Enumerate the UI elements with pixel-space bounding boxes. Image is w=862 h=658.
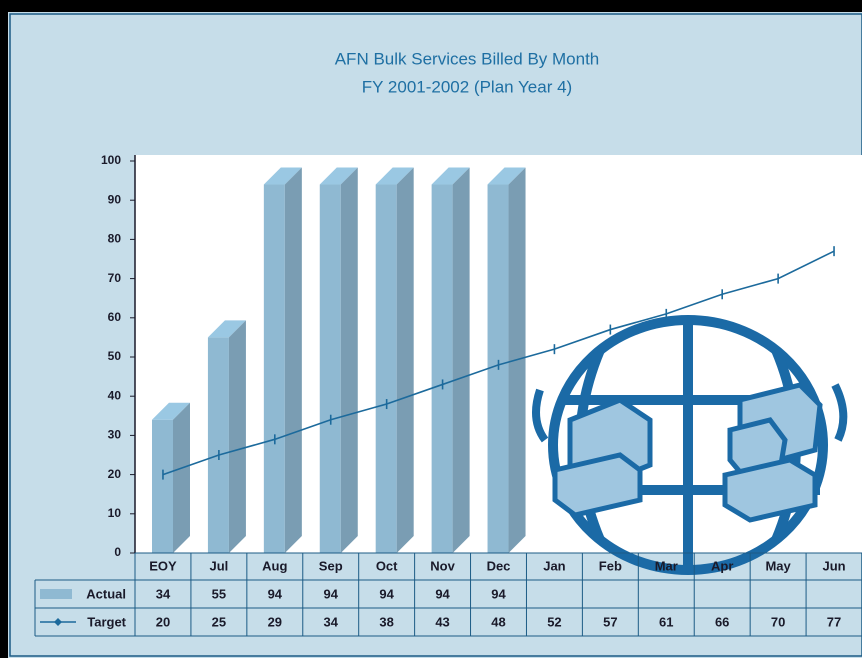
bar-top [263, 167, 302, 185]
axes: 0 10 20 30 40 50 60 70 80 90 100 [101, 153, 136, 559]
table-value: 94 [491, 586, 506, 601]
bar [152, 402, 190, 553]
bar-top [319, 167, 358, 185]
data-table: EOY Jul Aug Sep Oct Nov Dec Jan Feb Mar Apr May Jun A… [34, 552, 862, 637]
table-value: 52 [547, 614, 561, 629]
table-value: 61 [659, 614, 673, 629]
table-value: 38 [379, 614, 393, 629]
bar-top [375, 167, 414, 185]
table-value: 77 [827, 614, 841, 629]
x-tick-label: EOY [149, 558, 177, 573]
bar [319, 167, 358, 553]
x-tick-label: Jul [209, 558, 228, 573]
bar-front [207, 337, 229, 553]
bar [431, 167, 470, 553]
slide-border [9, 13, 862, 657]
y-tick-label: 20 [108, 467, 122, 481]
table-value: 94 [268, 586, 283, 601]
bar [263, 167, 302, 553]
y-tick-label: 80 [108, 232, 122, 246]
table-value: 94 [379, 586, 394, 601]
table-value: 55 [212, 586, 226, 601]
y-tick-label: 10 [108, 506, 122, 520]
bar-side [228, 320, 246, 553]
table-value: 70 [771, 614, 785, 629]
legend-marker [54, 618, 62, 626]
table-value: 34 [323, 614, 338, 629]
bar-front [319, 184, 341, 553]
table-value: 66 [715, 614, 729, 629]
bar [207, 320, 246, 553]
bar-side [452, 167, 470, 553]
y-tick-label: 0 [114, 545, 121, 559]
y-tick-label: 90 [108, 192, 122, 206]
y-tick-label: 70 [108, 271, 122, 285]
x-tick-label: Oct [376, 558, 398, 573]
target-line [162, 246, 835, 480]
x-tick-label: Dec [487, 558, 511, 573]
x-tick-label: Feb [599, 558, 622, 573]
y-tick-label: 50 [108, 349, 122, 363]
table-value: 57 [603, 614, 617, 629]
table-value: 20 [156, 614, 170, 629]
bar-top [431, 167, 470, 185]
x-tick-label: May [765, 558, 791, 573]
bar-front [375, 184, 397, 553]
bar [375, 167, 414, 553]
table-value: 25 [212, 614, 226, 629]
chart-title: AFN Bulk Services Billed By Month [335, 49, 600, 68]
x-tick-label: Aug [262, 558, 287, 573]
table-value: 48 [491, 614, 505, 629]
y-tick-label: 40 [108, 388, 122, 402]
x-tick-label: Nov [430, 558, 455, 573]
table-value: 43 [435, 614, 449, 629]
table-value: 34 [156, 586, 171, 601]
bar-side [396, 167, 414, 553]
legend-label: Actual [86, 586, 126, 601]
bar-side [284, 167, 302, 553]
bar-top [207, 320, 246, 338]
bar-top [487, 167, 526, 185]
bar [487, 167, 526, 553]
legend-label: Target [87, 614, 126, 629]
bar-side [173, 402, 190, 553]
x-tick-label: Sep [319, 558, 343, 573]
x-tick-label: Apr [711, 558, 733, 573]
bar-front [152, 419, 173, 553]
x-tick-label: Mar [655, 558, 678, 573]
table-value: 29 [268, 614, 282, 629]
bar-front [431, 184, 453, 553]
bars [152, 167, 526, 553]
y-tick-label: 60 [108, 310, 122, 324]
table-value: 94 [435, 586, 450, 601]
legend-swatch [40, 589, 72, 599]
bar-side [340, 167, 358, 553]
globe-clipart [532, 315, 848, 575]
bar-front [263, 184, 285, 553]
y-tick-label: 100 [101, 153, 121, 167]
y-tick-label: 30 [108, 428, 122, 442]
bar-top [152, 402, 190, 420]
x-tick-label: Jan [543, 558, 565, 573]
chart-subtitle: FY 2001-2002 (Plan Year 4) [362, 77, 572, 96]
x-tick-label: Jun [822, 558, 845, 573]
table-value: 94 [323, 586, 338, 601]
